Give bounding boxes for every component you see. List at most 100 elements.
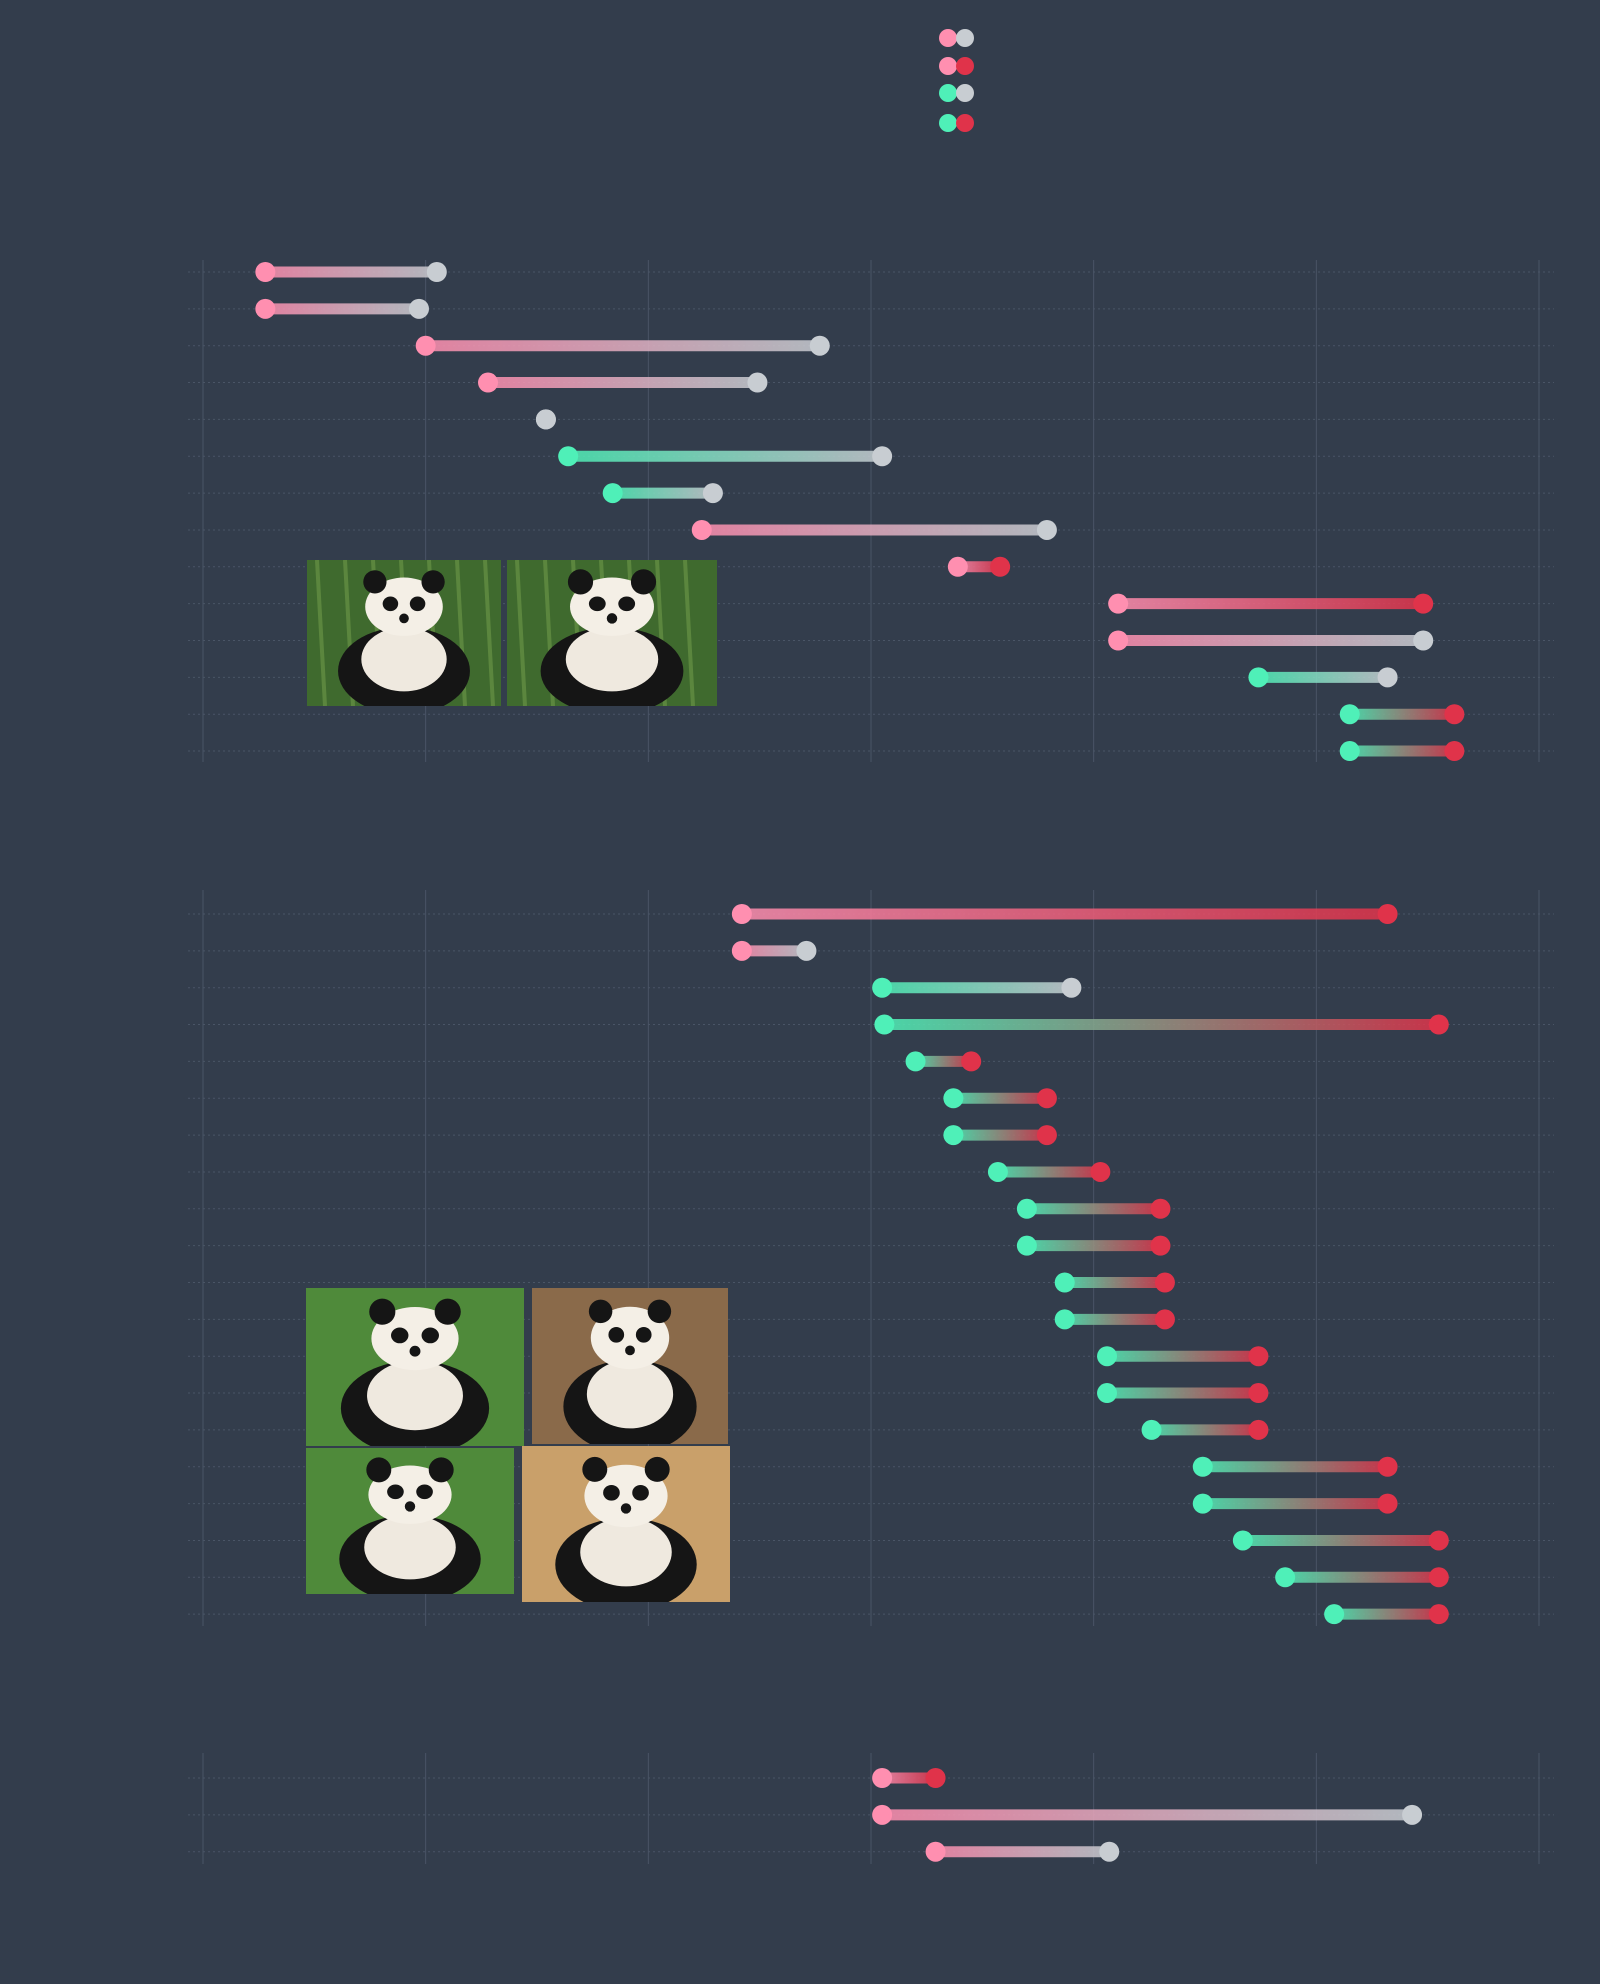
dumbbell-start-point xyxy=(1232,1530,1253,1551)
legend-end-marker xyxy=(956,29,974,47)
dumbbell-end-point xyxy=(1377,667,1398,688)
grid xyxy=(188,260,1554,1864)
dumbbell-row xyxy=(1275,1567,1449,1588)
dumbbell-start-point xyxy=(872,1768,893,1788)
dumbbell-start-point xyxy=(1054,1309,1075,1330)
dumbbell-start-point xyxy=(947,556,968,577)
dumbbell-start-point xyxy=(478,372,499,393)
dumbbell-end-point xyxy=(1036,1125,1057,1146)
dumbbell-start-point xyxy=(731,940,752,961)
dumbbell-start-point xyxy=(1275,1567,1296,1588)
dumbbell-row xyxy=(255,262,447,282)
dumbbell-row xyxy=(478,372,768,393)
dumbbell-row xyxy=(943,1088,1057,1109)
dumbbell-start-point xyxy=(415,335,436,356)
dumbbell-end-point xyxy=(1377,1456,1398,1477)
dumbbell-end-point xyxy=(1150,1198,1171,1219)
dumbbell-end-point xyxy=(1402,1804,1423,1825)
dumbbell-end-point xyxy=(1248,1383,1269,1404)
dumbbell-start-point xyxy=(602,483,623,504)
dumbbell-end-point xyxy=(1150,1235,1171,1256)
dumbbell-start-point xyxy=(1141,1419,1162,1440)
dumbbell-end-point xyxy=(426,262,447,282)
dumbbell-start-point xyxy=(691,519,712,540)
dumbbell-start-point xyxy=(905,1051,926,1072)
dumbbell-end-point xyxy=(872,446,893,467)
panda-cub-on-swing-photo xyxy=(532,1288,728,1444)
dumbbell-end-point xyxy=(702,483,723,504)
dumbbell-row xyxy=(1097,1346,1269,1367)
dumbbell-end-point xyxy=(1061,977,1082,998)
dumbbell-end-point xyxy=(1413,630,1434,651)
dumbbell-end-point xyxy=(1428,1530,1449,1551)
legend-end-marker xyxy=(956,57,974,75)
dumbbell-row xyxy=(872,1768,946,1788)
dumbbell-row xyxy=(1097,1383,1269,1404)
dumbbell-start-point xyxy=(1108,593,1129,614)
dumbbell-row xyxy=(1016,1198,1171,1219)
legend-entry xyxy=(939,57,974,75)
dumbbell-end-point xyxy=(1099,1841,1120,1862)
legend-entry xyxy=(939,114,974,132)
adult-panda-eating-bamboo-photo xyxy=(307,560,501,706)
dumbbell-row xyxy=(1141,1419,1269,1440)
dumbbell-start-point xyxy=(731,904,752,924)
dumbbell-row xyxy=(1339,741,1465,762)
dumbbell-row xyxy=(1016,1235,1171,1256)
dumbbell-start-point xyxy=(1339,704,1360,725)
dumbbell-end-point xyxy=(1377,904,1398,924)
dumbbell-end-point xyxy=(1248,1346,1269,1367)
dumbbell-start-point xyxy=(1248,667,1269,688)
dumbbell-end-point xyxy=(747,372,768,393)
dumbbell-row xyxy=(1232,1530,1449,1551)
dumbbell-row xyxy=(731,940,817,961)
dumbbell-row xyxy=(947,556,1011,577)
dumbbell-row xyxy=(905,1051,982,1072)
dumbbell-row xyxy=(255,298,429,319)
legend-start-marker xyxy=(939,29,957,47)
dumbbell-row xyxy=(1248,667,1398,688)
dumbbell-start-point xyxy=(1054,1272,1075,1293)
dumbbell-row xyxy=(943,1125,1057,1146)
panda-cub-crawling-on-grass-photo xyxy=(306,1448,514,1594)
dumbbell-start-point xyxy=(1097,1346,1118,1367)
dumbbell-end-point xyxy=(1154,1272,1175,1293)
dumbbell-end-point xyxy=(1428,1604,1449,1625)
dumbbell-start-point xyxy=(872,977,893,998)
dumbbell-start-point xyxy=(943,1125,964,1146)
legend-start-marker xyxy=(939,57,957,75)
dumbbell-end-point xyxy=(408,298,429,319)
dumbbell-row xyxy=(558,446,893,467)
dumbbell-end-point xyxy=(961,1051,982,1072)
dumbbell-row xyxy=(1054,1309,1175,1330)
dumbbell-start-point xyxy=(987,1161,1008,1182)
dumbbell-start-point xyxy=(872,1804,893,1825)
dumbbell-row xyxy=(872,977,1082,998)
legend xyxy=(939,29,974,132)
dumbbell-start-point xyxy=(1016,1235,1037,1256)
panda-cub-on-bamboo-photo xyxy=(522,1446,730,1602)
dumbbell-row xyxy=(691,519,1057,540)
dumbbell-row xyxy=(987,1161,1111,1182)
dumbbell-row xyxy=(872,1804,1423,1825)
legend-end-marker xyxy=(956,114,974,132)
dumbbell-start-point xyxy=(255,262,276,282)
photo-collages xyxy=(306,560,730,1602)
dumbbell-row xyxy=(731,904,1398,924)
dumbbell-row xyxy=(1108,630,1434,651)
dumbbell-start-point xyxy=(1108,630,1129,651)
adult-panda-sitting-photo xyxy=(507,560,717,706)
dumbbell-end-point xyxy=(1428,1014,1449,1035)
legend-entry xyxy=(939,29,974,47)
dumbbell-start-point xyxy=(925,1841,946,1862)
dumbbell-end-point xyxy=(796,940,817,961)
dumbbell-end-point xyxy=(1090,1161,1111,1182)
dumbbell-start-point xyxy=(558,446,579,467)
dumbbell-bars xyxy=(255,262,1465,1862)
dumbbell-row xyxy=(535,409,556,430)
legend-end-marker xyxy=(956,84,974,102)
dumbbell-end-point xyxy=(990,556,1011,577)
dumbbell-end-point xyxy=(1377,1493,1398,1514)
dumbbell-start-point xyxy=(255,298,276,319)
dumbbell-row xyxy=(1192,1456,1398,1477)
